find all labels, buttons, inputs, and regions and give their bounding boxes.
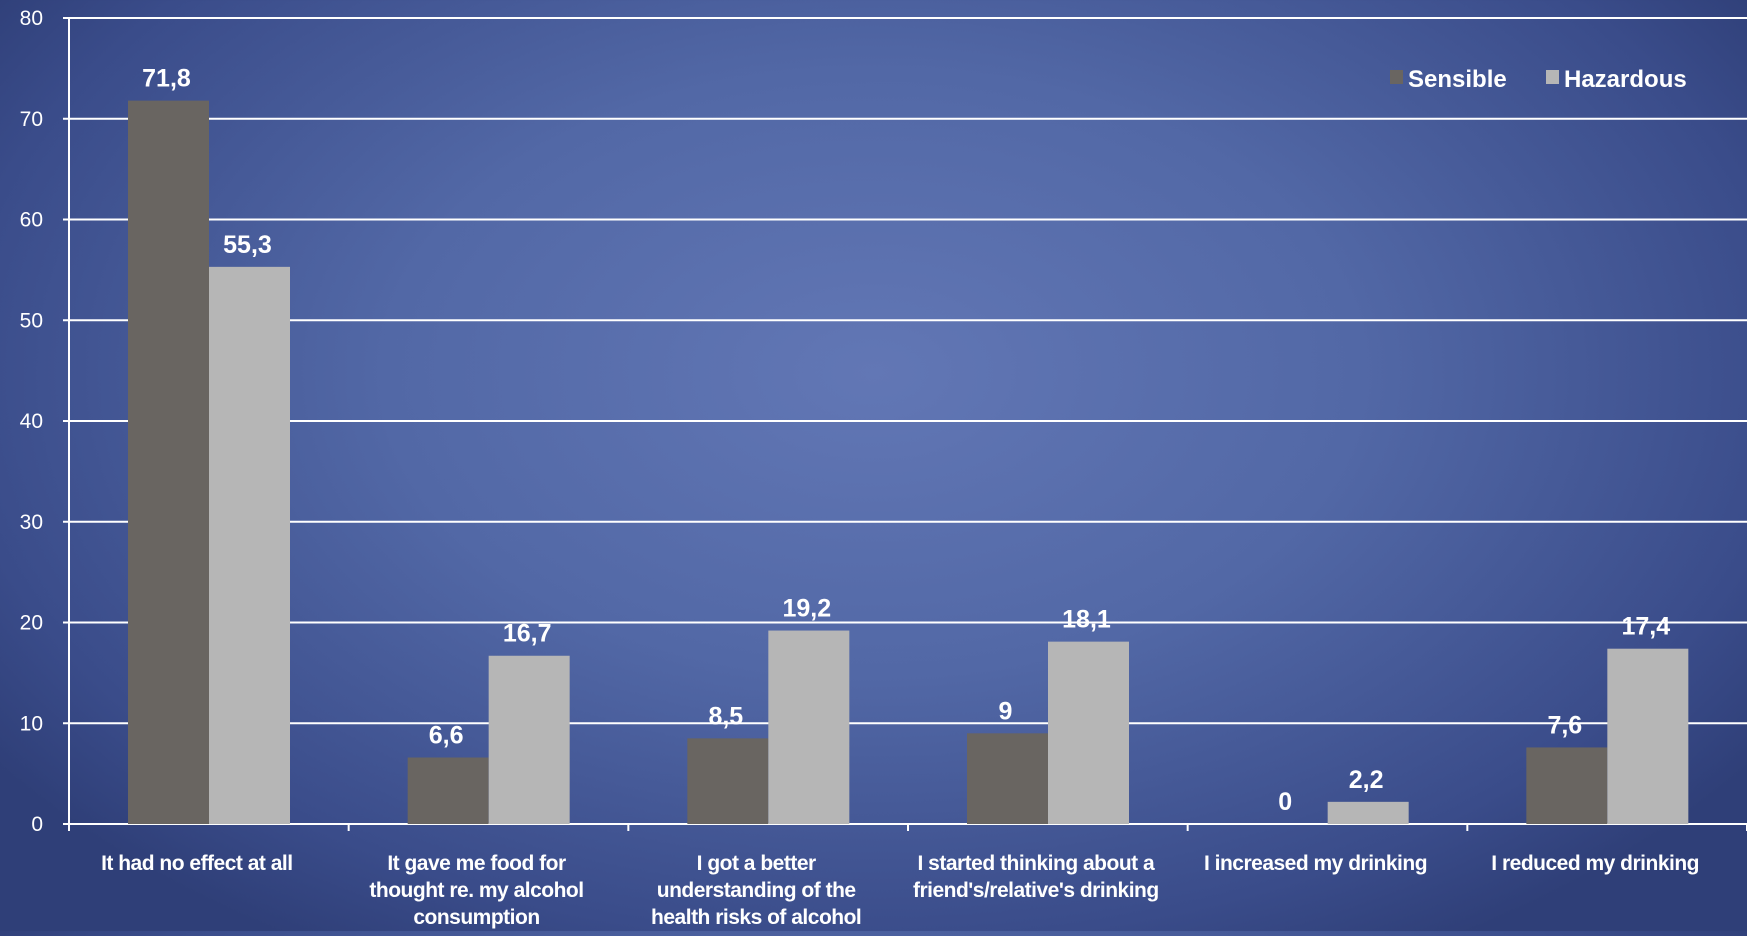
x-category-label: It had no effect at all — [101, 852, 293, 875]
x-category-label-line: health risks of alcohol — [651, 906, 861, 929]
y-tick-label: 30 — [20, 511, 43, 534]
x-category-label-line: consumption — [413, 906, 539, 929]
y-tick-label: 70 — [20, 108, 43, 131]
data-label-hazardous: 17,4 — [1621, 613, 1670, 641]
x-category-label-line: It gave me food for — [387, 852, 566, 875]
data-label-sensible: 7,6 — [1547, 711, 1582, 739]
bar-hazardous — [768, 630, 850, 824]
bar-sensible — [1526, 747, 1608, 824]
x-category-label: I started thinking about a friend's/relat… — [913, 852, 1159, 902]
y-tick-label: 80 — [20, 7, 43, 30]
data-label-sensible: 9 — [999, 697, 1013, 725]
data-label-sensible: 0 — [1278, 788, 1292, 816]
data-label-hazardous: 19,2 — [782, 595, 831, 623]
x-category-label-line: I increased my drinking — [1204, 852, 1427, 875]
x-category-label: I increased my drinking — [1204, 852, 1427, 875]
x-category-label-line: I got a better — [697, 852, 816, 875]
bar-hazardous — [1327, 801, 1409, 824]
data-label-hazardous: 55,3 — [223, 231, 272, 259]
x-category-label-line: It had no effect at all — [101, 852, 293, 875]
y-tick-label: 20 — [20, 612, 43, 635]
legend-swatch-sensible — [1390, 70, 1403, 84]
y-tick-label: 40 — [20, 410, 43, 433]
data-label-sensible: 71,8 — [142, 65, 191, 93]
y-tick-label: 10 — [20, 712, 43, 735]
x-category-label: It gave me food for thought re. my alcoho… — [369, 852, 583, 929]
x-category-label-line: friend's/relative's drinking — [913, 879, 1159, 902]
x-category-label-line: understanding of the — [657, 879, 856, 902]
x-category-label: I reduced my drinking — [1491, 852, 1699, 875]
y-tick-label: 0 — [31, 813, 43, 836]
y-tick-label: 50 — [20, 309, 43, 332]
legend-label-hazardous: Hazardous — [1564, 66, 1687, 93]
bar-sensible — [687, 738, 769, 824]
x-category-label: I got a better understanding of the health… — [651, 852, 861, 929]
data-label-sensible: 8,5 — [708, 702, 743, 730]
data-label-hazardous: 18,1 — [1062, 606, 1111, 634]
y-tick-label: 60 — [20, 209, 43, 232]
bar-sensible — [967, 733, 1048, 824]
bar-hazardous — [209, 266, 290, 824]
data-label-hazardous: 2,2 — [1349, 766, 1384, 794]
bar-sensible — [407, 757, 489, 824]
x-category-label-line: thought re. my alcohol — [369, 879, 583, 902]
bar-hazardous — [1048, 641, 1129, 824]
legend-swatch-hazardous — [1546, 70, 1559, 84]
x-category-label-line: I reduced my drinking — [1491, 852, 1699, 875]
data-label-hazardous: 16,7 — [503, 620, 552, 648]
data-label-sensible: 6,6 — [429, 722, 464, 750]
bar-hazardous — [1607, 648, 1689, 824]
legend-label-sensible: Sensible — [1408, 66, 1507, 93]
bar-sensible — [128, 100, 209, 825]
bar-hazardous — [488, 655, 570, 824]
x-category-label-line: I started thinking about a — [917, 852, 1155, 875]
